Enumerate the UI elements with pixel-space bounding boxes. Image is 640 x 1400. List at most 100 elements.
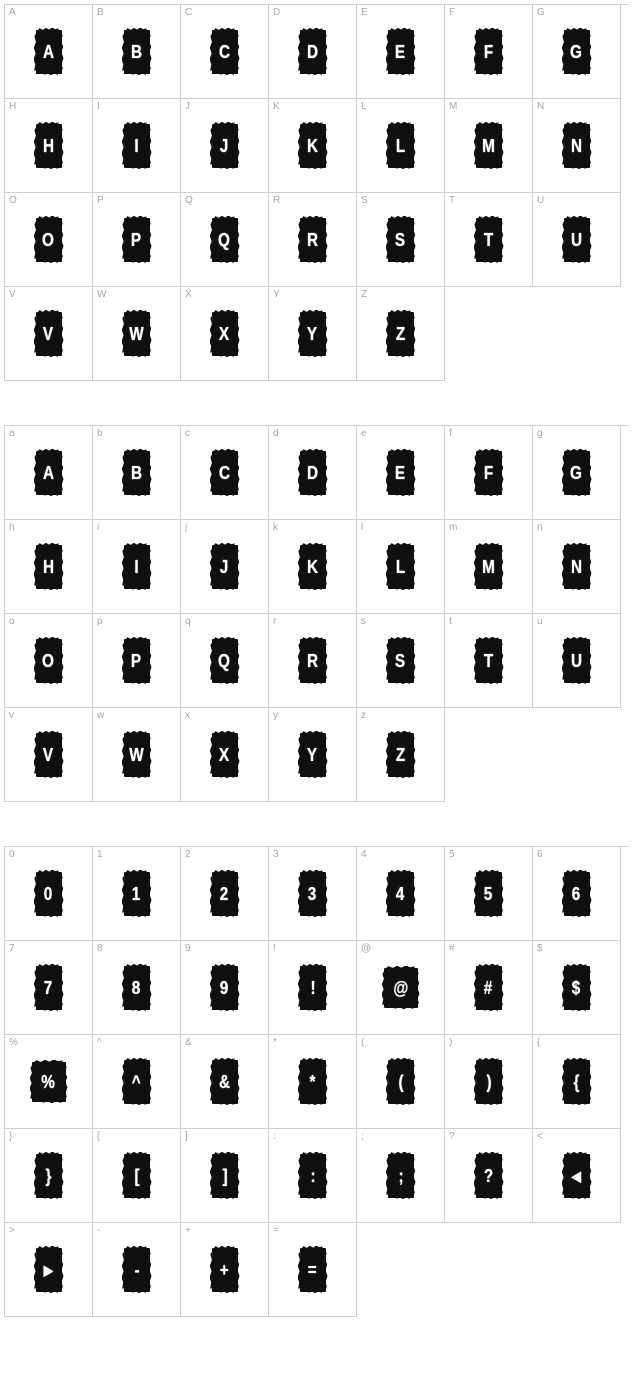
cell-label: F [449,7,455,18]
glyph-block: @ [384,968,418,1008]
glyph-block: Y [300,312,326,356]
glyph-block: ( [388,1060,414,1104]
glyph-block: V [36,312,62,356]
glyph-character: L [396,558,405,576]
cell-label: l [361,522,363,533]
cell-label: * [273,1037,277,1048]
glyph-block: Z [388,312,414,356]
glyph-character: 6 [572,885,581,903]
glyph-block: W [124,733,150,777]
glyph-character: 7 [44,979,53,997]
glyph-block: ; [388,1154,414,1198]
cell-label: Q [185,195,193,206]
glyph-character: F [484,43,493,61]
cell-label: u [537,616,543,627]
cell-label: B [97,7,104,18]
glyph-block: P [124,218,150,262]
glyph-cell: AA [5,5,93,99]
glyph-character: T [484,231,493,249]
glyph-block: O [36,639,62,683]
cell-label: W [97,289,106,300]
glyph-block: N [564,124,590,168]
glyph-block: E [388,451,414,495]
glyph-character: A [43,43,54,61]
glyph-cell: ++ [181,1223,269,1317]
glyph-cell: 55 [445,847,533,941]
glyph-block: O [36,218,62,262]
glyph-cell: bB [93,426,181,520]
glyph-block: ^ [124,1060,150,1104]
cell-label: R [273,195,280,206]
glyph-character: E [395,464,405,482]
glyph-character: M [482,137,495,155]
glyph-cell: WW [93,287,181,381]
cell-label: 9 [185,943,191,954]
glyph-cell: [[ [93,1129,181,1223]
glyph-block: L [388,124,414,168]
glyph-cell: DD [269,5,357,99]
cell-label: < [537,1131,543,1142]
glyph-cell: )) [445,1035,533,1129]
glyph-character: * [310,1073,316,1091]
glyph-cell: && [181,1035,269,1129]
glyph-character: : [310,1167,315,1185]
glyph-cell: YY [269,287,357,381]
cell-label: ( [361,1037,364,1048]
cell-label: 6 [537,849,543,860]
glyph-block: 2 [212,872,238,916]
glyph-block: Q [212,639,238,683]
glyph-cell: yY [269,708,357,802]
glyph-character: [ [134,1167,139,1185]
cell-label: J [185,101,190,112]
cell-label: a [9,428,15,439]
glyph-character: ^ [132,1073,141,1091]
glyph-character: N [571,558,582,576]
glyph-cell: TT [445,193,533,287]
glyph-cell: rR [269,614,357,708]
glyph-cell: vV [5,708,93,802]
glyph-block: B [124,451,150,495]
glyph-character: R [307,231,318,249]
glyph-cell: 11 [93,847,181,941]
glyph-cell: ;; [357,1129,445,1223]
glyph-block: S [388,639,414,683]
glyph-character: X [219,325,229,343]
glyph-block: A [36,30,62,74]
glyph-character: L [396,137,405,155]
glyph-character: Z [396,746,405,764]
glyph-cell: <◀ [533,1129,621,1223]
cell-label: s [361,616,366,627]
cell-label: & [185,1037,192,1048]
cell-label: i [97,522,99,533]
glyph-block: { [564,1060,590,1104]
cell-label: G [537,7,545,18]
cell-label: > [9,1225,15,1236]
glyph-block: J [212,545,238,589]
glyph-block: F [476,30,502,74]
glyph-character: P [131,231,141,249]
glyph-character: 3 [308,885,317,903]
glyph-cell: LL [357,99,445,193]
glyph-character: W [129,325,143,343]
cell-label: X [185,289,192,300]
glyph-cell: II [93,99,181,193]
glyph-block: M [476,124,502,168]
glyph-block: Z [388,733,414,777]
glyph-cell: == [269,1223,357,1317]
glyph-cell: ZZ [357,287,445,381]
cell-label: 4 [361,849,367,860]
glyph-block: X [212,733,238,777]
cell-label: % [9,1037,18,1048]
glyph-cell: wW [93,708,181,802]
glyph-character: 0 [44,885,53,903]
glyph-cell: NN [533,99,621,193]
glyph-character: Y [307,325,317,343]
cell-label: - [97,1225,100,1236]
cell-label: D [273,7,280,18]
glyph-grid: aAbBcCdDeEfFgGhHiIjJkKlLmMnNoOpPqQrRsStT… [4,425,629,802]
glyph-cell: pP [93,614,181,708]
glyph-character: 4 [396,885,405,903]
glyph-block: 4 [388,872,414,916]
cell-label: f [449,428,452,439]
glyph-cell: 44 [357,847,445,941]
